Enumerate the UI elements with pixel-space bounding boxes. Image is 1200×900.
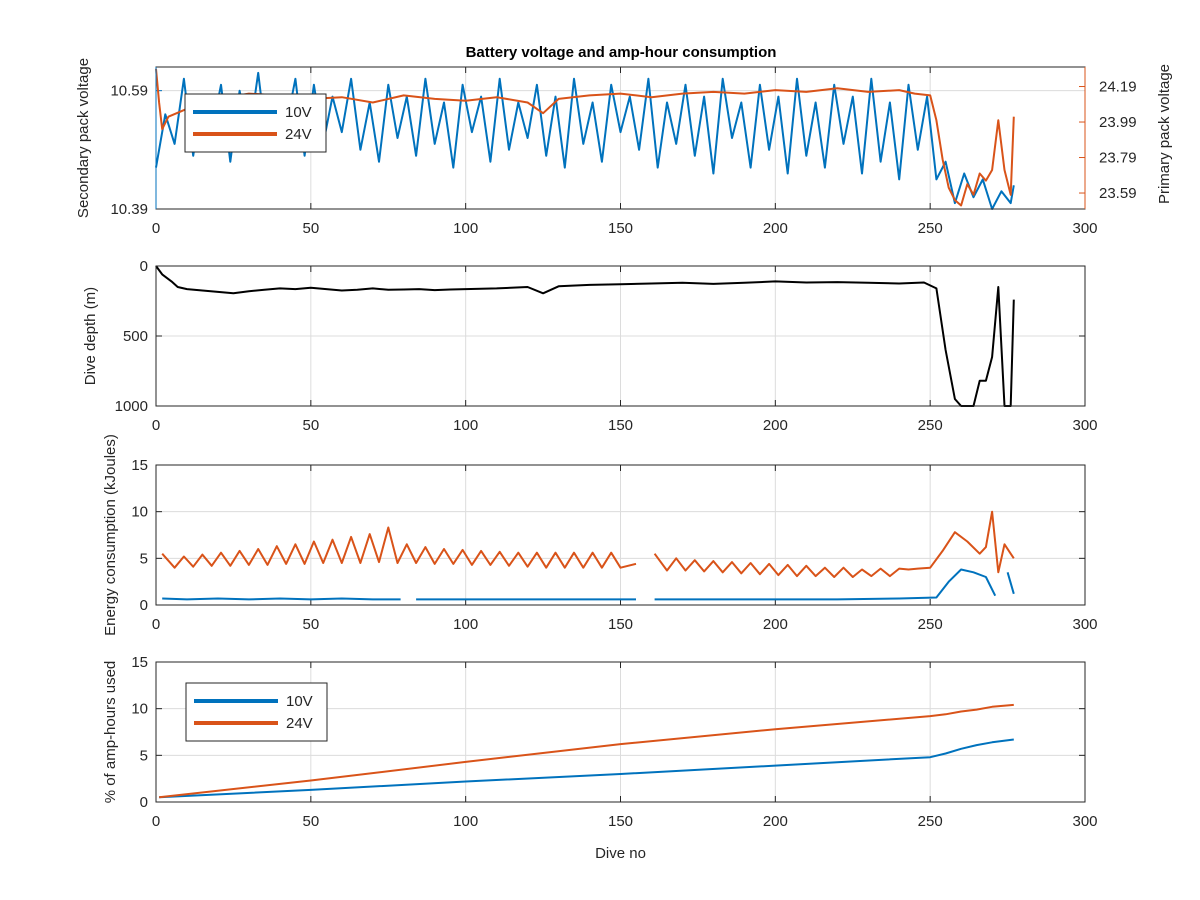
y-axis-label: Secondary pack voltage (75, 58, 92, 218)
axes-frame (155, 661, 1086, 803)
x-tick-label: 150 (608, 813, 633, 830)
panel-4: 0 50 100 150 200 250 300 0 5 10 15 % of amp-hours u… (102, 654, 1098, 862)
legend-box (185, 682, 328, 742)
y-tick-label: 10 (131, 504, 148, 521)
y-tick-label: 10 (131, 701, 148, 718)
x-tick-label: 100 (453, 616, 478, 633)
x-tick-label: 50 (302, 616, 319, 633)
x-tick-label: 100 (453, 813, 478, 830)
y-tick-label: 0 (140, 597, 148, 614)
x-tick-label: 150 (608, 417, 633, 434)
y-tick-label: 10.39 (110, 201, 148, 218)
x-tick-label: 100 (453, 417, 478, 434)
y-tick-label: 15 (131, 654, 148, 671)
x-tick-label: 200 (763, 417, 788, 434)
axes-frame (155, 464, 1086, 606)
series-line-24v (653, 510, 1015, 578)
y-tick-label: 0 (140, 794, 148, 811)
y-right-tick-label: 23.59 (1099, 185, 1137, 202)
panel-1: 0 50 100 150 200 250 300 10.39 10.59 23.59 23.79 23… (75, 58, 1173, 237)
x-tick-label: 0 (152, 616, 160, 633)
series-line-10v (159, 738, 1014, 799)
x-tick-label: 100 (453, 220, 478, 237)
panel-2: 0 50 100 150 200 250 300 0 500 1000 Dive depth (m) (82, 258, 1098, 434)
series-line-10v (654, 568, 997, 601)
x-axis-label: Dive no (595, 845, 646, 862)
x-tick-label: 250 (918, 220, 943, 237)
y-right-axis-label: Primary pack voltage (1156, 64, 1173, 204)
x-tick-label: 300 (1072, 417, 1097, 434)
x-tick-label: 50 (302, 813, 319, 830)
series-line-10v (1006, 572, 1015, 595)
x-tick-label: 200 (763, 813, 788, 830)
x-tick-label: 150 (608, 220, 633, 237)
figure-title: Battery voltage and amp-hour consumption (466, 44, 777, 61)
series-line-24v (158, 703, 1014, 799)
x-tick-label: 300 (1072, 220, 1097, 237)
x-tick-label: 50 (302, 220, 319, 237)
y-tick-label: 10.59 (110, 83, 148, 100)
x-tick-label: 250 (918, 813, 943, 830)
legend-label: 10V (286, 693, 313, 710)
y-tick-label: 1000 (115, 398, 148, 415)
y-axis-label: Energy consumption (kJoules) (102, 434, 119, 636)
series-line-10v (162, 597, 401, 601)
x-tick-label: 0 (152, 220, 160, 237)
legend-label: 24V (285, 126, 312, 143)
x-tick-label: 50 (302, 417, 319, 434)
legend-label: 10V (285, 104, 312, 121)
y-right-tick-label: 24.19 (1099, 79, 1137, 96)
y-axis-label: Dive depth (m) (82, 287, 99, 385)
y-tick-label: 5 (140, 550, 148, 567)
x-tick-label: 300 (1072, 813, 1097, 830)
y-tick-label: 500 (123, 328, 148, 345)
x-tick-label: 250 (918, 616, 943, 633)
series-line-24v (161, 526, 637, 569)
y-right-tick-label: 23.99 (1099, 114, 1137, 131)
y-tick-label: 5 (140, 747, 148, 764)
x-tick-label: 200 (763, 616, 788, 633)
panel-3: 0 50 100 150 200 250 300 0 5 10 15 Energy consumpti… (102, 434, 1098, 636)
axes-frame (155, 265, 1086, 407)
x-tick-label: 0 (152, 813, 160, 830)
legend-label: 24V (286, 715, 313, 732)
y-tick-label: 15 (131, 457, 148, 474)
y-tick-label: 0 (140, 258, 148, 275)
x-tick-label: 250 (918, 417, 943, 434)
x-tick-label: 200 (763, 220, 788, 237)
y-axis-label: % of amp-hours used (102, 661, 119, 804)
legend-box (184, 93, 327, 153)
x-tick-label: 300 (1072, 616, 1097, 633)
x-tick-label: 150 (608, 616, 633, 633)
y-right-tick-label: 23.79 (1099, 150, 1137, 167)
x-tick-label: 0 (152, 417, 160, 434)
